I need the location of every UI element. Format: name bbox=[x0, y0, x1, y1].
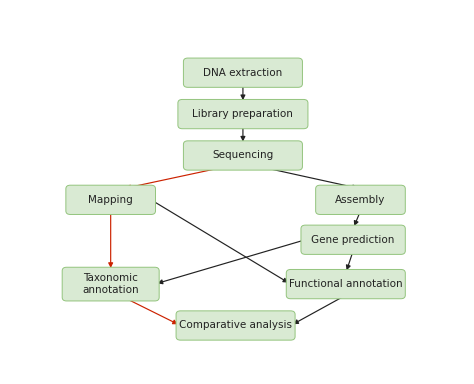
Text: Assembly: Assembly bbox=[335, 195, 386, 205]
Text: Gene prediction: Gene prediction bbox=[311, 235, 395, 245]
FancyBboxPatch shape bbox=[183, 141, 302, 170]
Text: Library preparation: Library preparation bbox=[192, 109, 293, 119]
Text: DNA extraction: DNA extraction bbox=[203, 68, 283, 78]
FancyBboxPatch shape bbox=[66, 185, 155, 215]
FancyBboxPatch shape bbox=[178, 99, 308, 129]
Text: Comparative analysis: Comparative analysis bbox=[179, 321, 292, 331]
FancyBboxPatch shape bbox=[176, 311, 295, 340]
FancyBboxPatch shape bbox=[183, 58, 302, 87]
Text: Taxonomic
annotation: Taxonomic annotation bbox=[82, 273, 139, 295]
FancyBboxPatch shape bbox=[62, 267, 159, 301]
FancyBboxPatch shape bbox=[316, 185, 405, 215]
Text: Mapping: Mapping bbox=[88, 195, 133, 205]
Text: Sequencing: Sequencing bbox=[212, 151, 273, 161]
Text: Functional annotation: Functional annotation bbox=[289, 279, 402, 289]
FancyBboxPatch shape bbox=[301, 225, 405, 254]
FancyBboxPatch shape bbox=[286, 270, 405, 299]
